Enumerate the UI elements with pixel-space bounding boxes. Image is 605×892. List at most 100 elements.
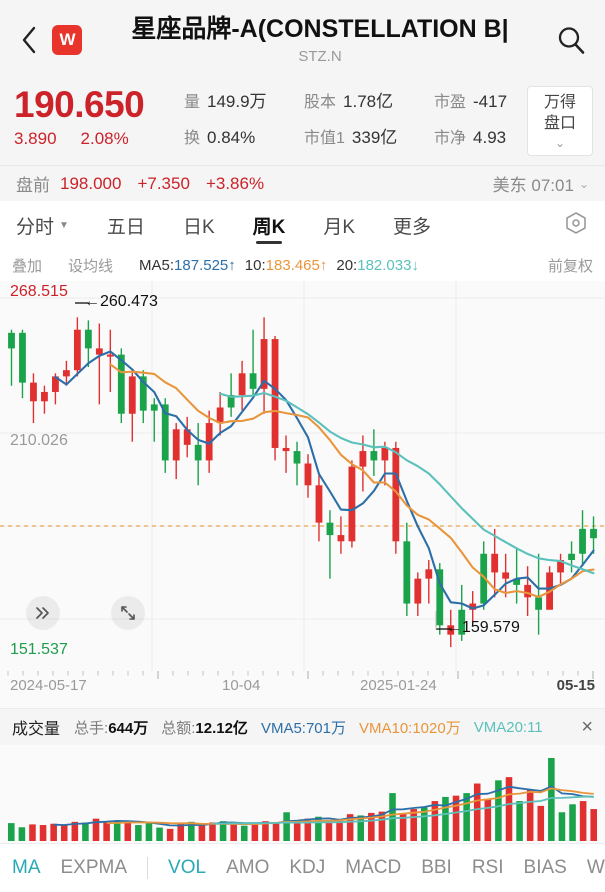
market-cap-value: 339亿 [351,128,398,147]
shares-column: 股本 1.78亿 市值1 339亿 [304,84,434,156]
ma10-value: 183.465↑ [265,256,328,274]
hexagon-settings-icon [566,211,586,234]
pe-row: 市盈 -417 [434,84,544,120]
tab-daily-k[interactable]: 日K [181,201,217,249]
indicator-tabs: MA EXPMA VOL AMO KDJ MACD BBI RSI BIAS W… [0,843,605,892]
set-ma-button[interactable]: 设均线 [68,257,114,275]
tab-label: 月K [323,216,356,238]
total-hands: 总手:644万 [74,717,148,738]
ma20-key: 20: [336,256,358,274]
ma5-item: MA5:187.525↑ [139,257,236,274]
title-block: 星座品牌-A(CONSTELLATION B| STZ.N [105,12,535,67]
tab-fenshi[interactable]: 分时 ▼ [14,201,71,249]
price-change: 3.890 [14,129,57,148]
adjust-type-button[interactable]: 前复权 [547,257,593,275]
x-label-1: 10-04 [222,677,261,694]
ma20-item: 20:182.033↓ [336,257,419,274]
vma10-value: VMA10:1020万 [358,719,461,737]
volume-canvas [8,757,597,841]
indicator-ma[interactable]: MA [12,857,41,878]
chevron-down-icon: ▼ [59,219,69,231]
shares-value: 1.78亿 [343,92,394,111]
candlestick-chart[interactable]: 268.515 210.026 151.537 ←260.473 ←159.57… [0,281,605,671]
last-price: 190.650 [14,84,145,125]
premarket-price: 198.000 [60,173,122,193]
chart-period-tabs: 分时 ▼ 五日 日K 周K 月K 更多 [0,201,605,249]
wind-logo-icon[interactable]: W [52,25,82,55]
volume-value: 149.9万 [207,92,267,111]
total-amount: 总额:12.12亿 [161,717,248,738]
volume-header: 成交量 总手:644万 总额:12.12亿 VMA5:701万 VMA10:10… [0,709,605,745]
turnover-row: 换 0.84% [184,120,304,156]
indicator-bbi[interactable]: BBI [421,857,452,878]
ma20-value: 182.033↓ [357,256,419,274]
pe-value: -417 [473,92,508,111]
premarket-change-percent: +3.86% [205,173,265,193]
expand-chart-button[interactable] [111,596,145,630]
x-label-0: 2024-05-17 [10,677,87,694]
x-axis-ticks [7,671,594,679]
shares-row: 股本 1.78亿 [304,84,434,120]
volume-label: 量 [184,94,201,111]
logo-letter: W [59,30,75,49]
chevron-down-icon: ⌄ [554,136,566,150]
volume-row: 量 149.9万 [184,84,304,120]
indicator-vol[interactable]: VOL [168,857,207,878]
ma-values: MA5:187.525↑ 10:183.465↑ 20:182.033↓ [139,257,419,274]
indicator-rsi[interactable]: RSI [471,857,504,878]
pb-value: 4.93 [473,128,507,147]
tab-monthly-k[interactable]: 月K [321,201,357,249]
x-label-2: 2025-01-24 [360,677,437,694]
chart-settings-button[interactable] [563,210,589,241]
market-cap-row: 市值1 339亿 [304,120,434,156]
page-title: 星座品牌-A(CONSTELLATION B| [131,15,509,43]
tab-more[interactable]: 更多 [391,201,433,249]
scroll-right-button[interactable] [26,596,60,630]
indicator-wr[interactable]: W&R [586,857,605,878]
moving-average-bar: 叠加 设均线 MA5:187.525↑ 10:183.465↑ 20:182.0… [0,249,605,281]
ma10-key: 10: [244,256,266,274]
total-amount-key: 总额: [161,719,196,737]
vma5-value: VMA5:701万 [260,719,346,737]
search-icon [558,27,585,54]
premarket-bar[interactable]: 盘前 198.000 +7.350 +3.86% 美东 07:01 ⌄ [0,165,605,201]
app-header: W 星座品牌-A(CONSTELLATION B| STZ.N [0,0,605,80]
pe-label: 市盈 [434,94,467,111]
shares-label: 股本 [304,94,337,111]
candlestick-canvas [0,281,605,671]
chevron-down-icon: ⌄ [578,176,589,191]
tab-label: 五日 [106,216,145,238]
overlay-button[interactable]: 叠加 [12,257,43,275]
pb-row: 市净 4.93 [434,120,544,156]
indicator-bias[interactable]: BIAS [523,857,567,878]
wind-orderbook-button[interactable]: 万得 盘口 ⌄ [527,86,593,156]
total-hands-key: 总手: [74,719,109,737]
indicator-macd[interactable]: MACD [345,857,402,878]
turnover-value: 0.84% [207,128,256,147]
close-volume-button[interactable]: × [581,715,593,738]
expand-arrows-icon [121,606,135,620]
indicator-kdj[interactable]: KDJ [289,857,326,878]
quote-panel: 190.650 3.890 2.08% 量 149.9万 换 0.84% 股本 1.7… [0,80,605,165]
tab-label: 日K [182,216,215,238]
total-amount-value: 12.12亿 [195,719,248,737]
indicator-amo[interactable]: AMO [226,857,270,878]
market-time-text: 美东 07:01 [492,176,574,195]
tab-five-day[interactable]: 五日 [105,201,147,249]
volume-chart[interactable] [0,745,605,843]
indicator-expma[interactable]: EXPMA [60,857,128,878]
market-time[interactable]: 美东 07:01 ⌄ [493,171,589,196]
total-hands-value: 644万 [108,719,149,737]
search-button[interactable] [555,24,587,61]
back-button[interactable] [16,23,42,57]
turnover-label: 换 [184,130,201,147]
indicator-divider [147,857,149,879]
stock-code: STZ.N [298,48,342,65]
chart-x-axis: 2024-05-17 10-04 2025-01-24 05-15 [0,671,605,709]
chevron-left-icon [22,26,36,54]
double-chevron-right-icon [36,607,49,619]
ma10-item: 10:183.465↑ [245,257,328,274]
tab-weekly-k[interactable]: 周K [251,201,288,249]
orderbook-label-line1: 万得 [543,94,576,111]
